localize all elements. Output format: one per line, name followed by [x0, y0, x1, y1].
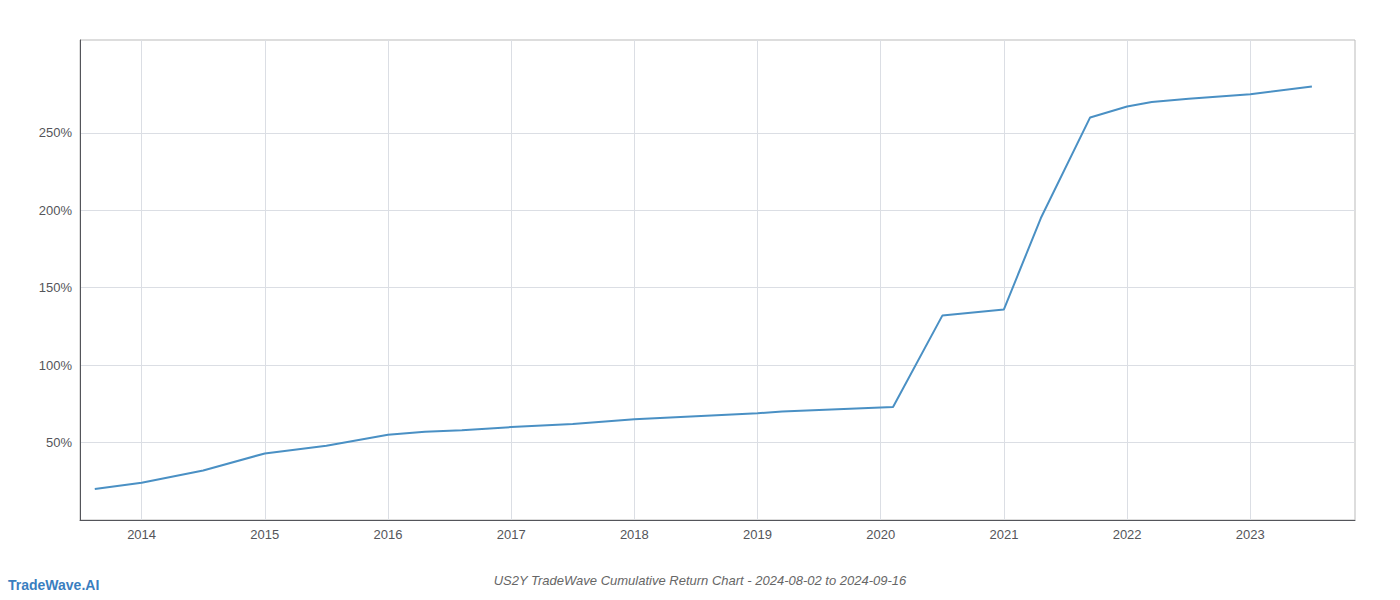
svg-text:200%: 200%	[39, 203, 73, 218]
svg-text:2015: 2015	[250, 527, 279, 542]
svg-text:50%: 50%	[46, 435, 72, 450]
svg-text:100%: 100%	[39, 358, 73, 373]
svg-text:TradeWave.AI: TradeWave.AI	[8, 577, 99, 593]
svg-text:2021: 2021	[989, 527, 1018, 542]
svg-text:150%: 150%	[39, 280, 73, 295]
svg-text:250%: 250%	[39, 125, 73, 140]
svg-text:US2Y TradeWave Cumulative Retu: US2Y TradeWave Cumulative Return Chart -…	[494, 573, 907, 588]
svg-text:2022: 2022	[1113, 527, 1142, 542]
svg-text:2018: 2018	[620, 527, 649, 542]
svg-text:2016: 2016	[374, 527, 403, 542]
svg-text:2014: 2014	[127, 527, 156, 542]
svg-text:2017: 2017	[497, 527, 526, 542]
svg-text:2019: 2019	[743, 527, 772, 542]
svg-text:2023: 2023	[1236, 527, 1265, 542]
svg-text:2020: 2020	[866, 527, 895, 542]
